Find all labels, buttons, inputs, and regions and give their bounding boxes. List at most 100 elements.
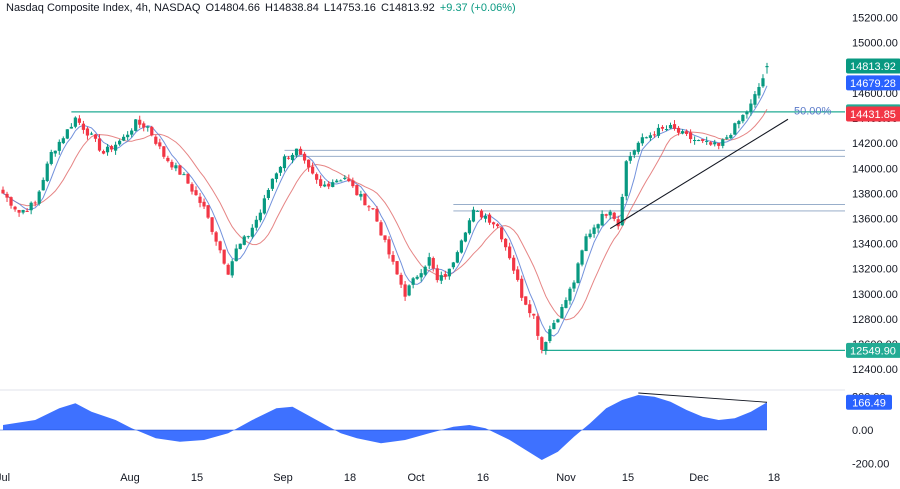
candle-body[interactable]: [612, 212, 616, 219]
candle-body[interactable]: [427, 257, 431, 266]
candle-body[interactable]: [210, 217, 214, 232]
candle-body[interactable]: [753, 94, 757, 105]
candle-body[interactable]: [190, 184, 194, 192]
candle-body[interactable]: [552, 322, 556, 330]
candle-body[interactable]: [451, 262, 455, 268]
candle-body[interactable]: [351, 180, 355, 187]
candle-body[interactable]: [512, 257, 516, 271]
candle-body[interactable]: [81, 123, 86, 130]
candle-body[interactable]: [226, 264, 230, 275]
candle-body[interactable]: [632, 150, 636, 155]
candle-body[interactable]: [508, 246, 512, 259]
candle-body[interactable]: [85, 128, 90, 136]
candle-body[interactable]: [455, 252, 459, 263]
candle-body[interactable]: [302, 153, 307, 161]
candle-body[interactable]: [423, 266, 427, 275]
candle-body[interactable]: [186, 173, 190, 184]
candle-body[interactable]: [749, 103, 753, 112]
candle-body[interactable]: [57, 141, 61, 151]
candle-body[interactable]: [166, 157, 170, 162]
candle-body[interactable]: [576, 263, 580, 283]
candle-body[interactable]: [315, 174, 319, 180]
candle-body[interactable]: [198, 196, 202, 203]
candle-body[interactable]: [628, 156, 632, 161]
candle-body[interactable]: [218, 241, 222, 251]
candle-body[interactable]: [182, 174, 186, 176]
candle-body[interactable]: [439, 275, 443, 281]
candle-body[interactable]: [495, 224, 500, 227]
candle-body[interactable]: [142, 123, 146, 128]
candle-body[interactable]: [146, 126, 150, 128]
candle-body[interactable]: [130, 130, 134, 135]
candle-body[interactable]: [367, 206, 371, 208]
candle-body[interactable]: [113, 144, 118, 151]
candle-body[interactable]: [656, 127, 661, 136]
candle-body[interactable]: [616, 219, 620, 227]
candle-body[interactable]: [395, 261, 399, 275]
candle-body[interactable]: [463, 232, 468, 242]
candle-body[interactable]: [17, 210, 21, 213]
candle-body[interactable]: [701, 139, 705, 141]
candle-body[interactable]: [757, 87, 761, 96]
candle-body[interactable]: [375, 208, 379, 222]
candle-body[interactable]: [524, 296, 528, 305]
candle-body[interactable]: [138, 119, 142, 125]
candle-body[interactable]: [596, 224, 600, 229]
candle-body[interactable]: [343, 177, 347, 179]
candle-body[interactable]: [741, 114, 745, 122]
candle-body[interactable]: [471, 209, 476, 222]
candle-body[interactable]: [97, 138, 102, 151]
candle-body[interactable]: [246, 236, 250, 238]
candle-body[interactable]: [528, 304, 532, 314]
candle-body[interactable]: [274, 173, 279, 180]
divergence-line[interactable]: [638, 392, 768, 403]
candle-body[interactable]: [266, 189, 270, 198]
candle-body[interactable]: [335, 180, 339, 183]
candle-body[interactable]: [49, 151, 53, 164]
candle-body[interactable]: [600, 213, 604, 226]
candle-body[interactable]: [278, 166, 283, 173]
candle-body[interactable]: [676, 127, 681, 133]
candle-body[interactable]: [644, 137, 648, 139]
candle-body[interactable]: [745, 111, 749, 115]
candle-body[interactable]: [45, 163, 49, 181]
candle-body[interactable]: [230, 261, 234, 276]
candle-body[interactable]: [620, 196, 624, 226]
candle-body[interactable]: [29, 202, 33, 211]
candle-body[interactable]: [761, 78, 765, 87]
candle-body[interactable]: [624, 161, 628, 197]
candle-body[interactable]: [323, 184, 327, 187]
candle-body[interactable]: [680, 131, 685, 134]
candle-body[interactable]: [500, 227, 504, 240]
candle-body[interactable]: [355, 185, 359, 196]
candle-body[interactable]: [327, 183, 331, 187]
candle-body[interactable]: [479, 210, 484, 218]
candle-body[interactable]: [383, 235, 387, 240]
candle-body[interactable]: [5, 193, 9, 198]
candle-body[interactable]: [298, 148, 303, 155]
candle-body[interactable]: [258, 212, 262, 221]
candle-body[interactable]: [73, 117, 77, 127]
candle-body[interactable]: [725, 137, 729, 139]
candle-body[interactable]: [435, 268, 439, 281]
candle-body[interactable]: [520, 278, 524, 298]
candle-body[interactable]: [69, 126, 73, 129]
candle-body[interactable]: [568, 288, 572, 301]
candle-body[interactable]: [222, 249, 226, 264]
candle-body[interactable]: [21, 209, 25, 213]
candle-body[interactable]: [25, 210, 29, 212]
candle-body[interactable]: [648, 135, 652, 138]
candle-body[interactable]: [93, 134, 98, 139]
candle-body[interactable]: [202, 201, 206, 207]
candle-body[interactable]: [431, 258, 435, 269]
candle-body[interactable]: [584, 236, 588, 252]
candle-body[interactable]: [339, 180, 343, 182]
candle-body[interactable]: [194, 190, 198, 196]
candle-body[interactable]: [532, 313, 536, 316]
candle-body[interactable]: [447, 268, 451, 277]
candle-body[interactable]: [234, 248, 238, 262]
candle-body[interactable]: [588, 233, 592, 238]
candle-body[interactable]: [487, 214, 492, 223]
candle-body[interactable]: [560, 306, 564, 319]
